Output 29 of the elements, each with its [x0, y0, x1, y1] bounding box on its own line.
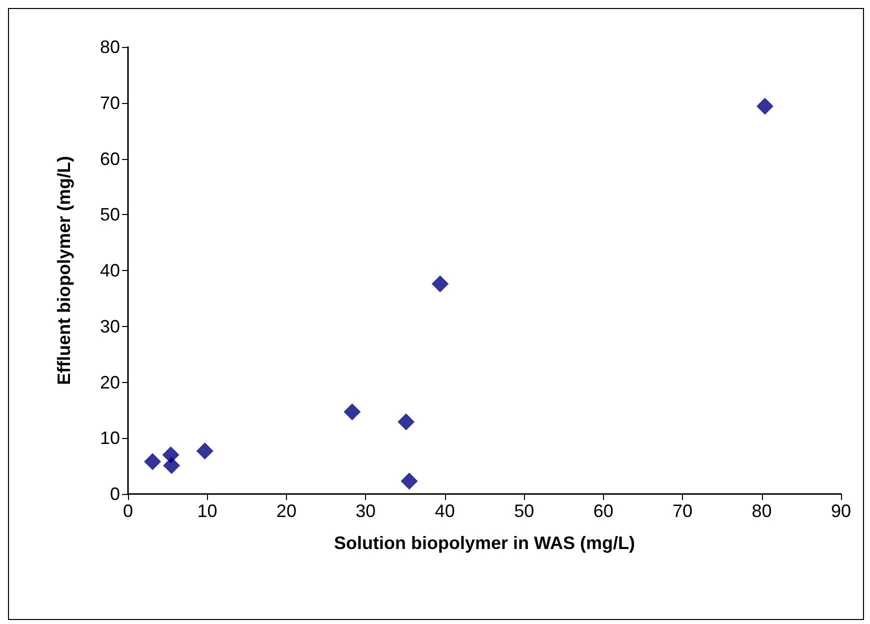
y-tick-label: 40	[100, 260, 120, 280]
point	[398, 413, 415, 430]
x-axis-title: Solution biopolymer in WAS (mg/L)	[334, 533, 635, 553]
x-tick-label: 90	[830, 501, 852, 521]
y-axis-title: Effluent biopolymer (mg/L)	[54, 156, 74, 385]
x-tick-label: 60	[593, 501, 614, 521]
x-tick-label: 10	[197, 501, 218, 521]
x-tick-label: 30	[356, 501, 376, 521]
x-tick-label: 20	[276, 501, 296, 521]
point	[196, 442, 214, 460]
x-tick-label: 0	[122, 501, 134, 521]
point	[400, 472, 418, 490]
point	[144, 453, 162, 470]
y-tick-label: 50	[100, 204, 120, 225]
point	[344, 403, 361, 420]
x-tick-label: 40	[434, 501, 455, 521]
x-tick-label: 80	[752, 501, 772, 521]
y-tick-label: 0	[110, 484, 120, 504]
y-tick-label: 60	[100, 148, 120, 169]
x-tick-label: 50	[514, 501, 534, 521]
y-tick-label: 20	[100, 372, 120, 392]
point	[163, 457, 180, 474]
x-tick-label: 70	[672, 501, 693, 521]
y-tick-label: 10	[100, 428, 120, 448]
y-tick-label: 80	[100, 37, 120, 57]
point	[432, 275, 449, 292]
y-tick-label: 30	[100, 316, 120, 336]
point	[756, 98, 774, 115]
y-tick-label: 70	[100, 92, 120, 113]
